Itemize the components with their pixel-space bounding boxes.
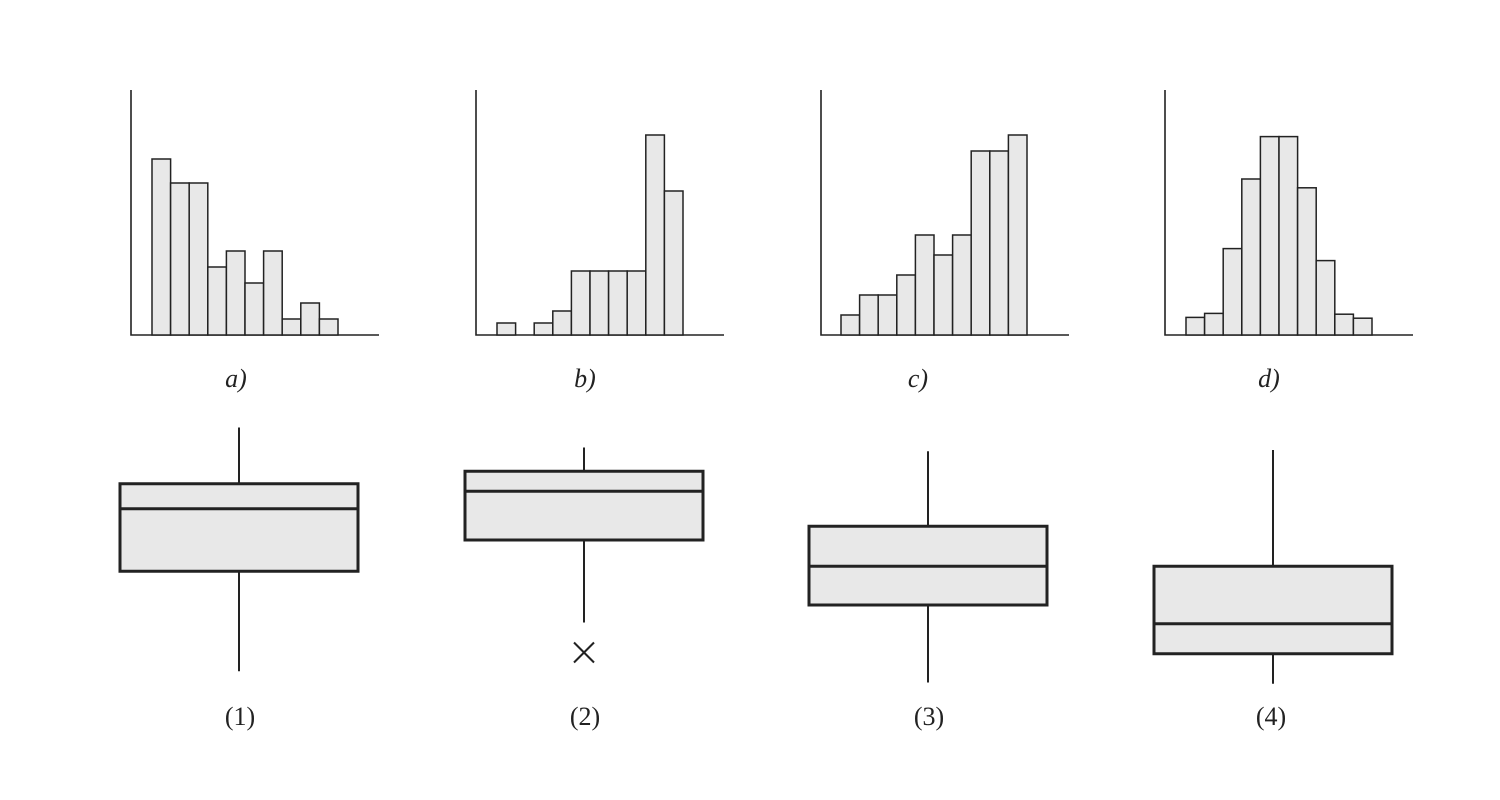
histogram-label-a: a): [225, 364, 247, 393]
boxplot-4: [1152, 450, 1394, 684]
histogram-label-b: b): [574, 364, 596, 393]
histogram-d-bar-3: [1222, 247, 1243, 336]
histogram-c-bar-4: [896, 274, 917, 336]
histogram-d-bar-10: [1352, 317, 1373, 336]
histogram-c: [820, 90, 1069, 336]
boxplot-label-1: (1): [225, 702, 255, 731]
histogram-c-bar-9: [989, 150, 1010, 336]
boxplot-1: [118, 427, 360, 672]
histogram-a-bar-9: [300, 302, 321, 336]
histogram-d-bar-7: [1296, 187, 1317, 336]
histogram-c-bar-6: [933, 254, 954, 336]
histogram-d-bar-6: [1278, 135, 1299, 336]
boxplot-4-box: [1152, 564, 1394, 656]
histogram-d-bar-9: [1334, 313, 1355, 336]
boxplot-1-box: [118, 482, 360, 573]
histogram-label-d: d): [1258, 364, 1280, 393]
outlier-cross-stroke: [573, 641, 595, 664]
histogram-d-bar-8: [1315, 259, 1336, 336]
histogram-a-bar-1: [151, 158, 172, 336]
histogram-b-bar-4: [552, 310, 573, 336]
histogram-a-bar-3: [188, 182, 209, 336]
histogram-row: [130, 90, 1413, 336]
histogram-b-bar-6: [589, 270, 610, 336]
histogram-c-bar-5: [914, 234, 935, 336]
boxplot-3: [807, 451, 1049, 683]
histogram-a-bar-10: [318, 318, 339, 336]
histogram-b-bar-8: [626, 270, 647, 336]
histogram-a-bar-7: [262, 250, 283, 336]
histogram-b-bar-10: [663, 190, 684, 336]
boxplot-label-3: (3): [914, 702, 944, 731]
histogram-b-bar-5: [570, 270, 591, 336]
boxplot-label-2: (2): [570, 702, 600, 731]
histogram-d-bar-2: [1203, 312, 1224, 336]
histogram-c-bar-1: [840, 314, 861, 336]
histogram-a-bar-2: [169, 182, 190, 336]
histogram-a-bar-5: [225, 250, 246, 336]
boxplot-2-outlier-1: [573, 641, 595, 664]
histogram-label-c: c): [908, 364, 928, 393]
histogram-b-bar-7: [607, 270, 628, 336]
histogram-a-bar-8: [281, 318, 302, 336]
histogram-a: [130, 90, 379, 336]
histogram-d: [1164, 90, 1413, 336]
boxplot-2-box: [463, 469, 705, 542]
histogram-a-bar-4: [207, 266, 228, 336]
boxplot-label-4: (4): [1256, 702, 1286, 731]
histogram-d-bar-1: [1185, 316, 1206, 336]
histogram-c-bar-2: [858, 294, 879, 336]
histogram-c-bar-3: [877, 294, 898, 336]
histogram-c-bar-8: [970, 150, 991, 336]
histogram-c-bar-10: [1007, 134, 1028, 336]
histogram-b-bar-3: [533, 322, 554, 336]
histogram-c-bar-7: [951, 234, 972, 336]
histogram-b-bar-1: [496, 322, 517, 336]
boxplot-row: [118, 427, 1394, 684]
histogram-d-bar-4: [1241, 178, 1262, 336]
histogram-b: [475, 90, 724, 336]
histogram-b-bar-9: [645, 134, 666, 336]
histogram-d-bar-5: [1259, 135, 1280, 336]
boxplot-2: [463, 447, 705, 664]
histogram-a-bar-6: [244, 282, 265, 336]
